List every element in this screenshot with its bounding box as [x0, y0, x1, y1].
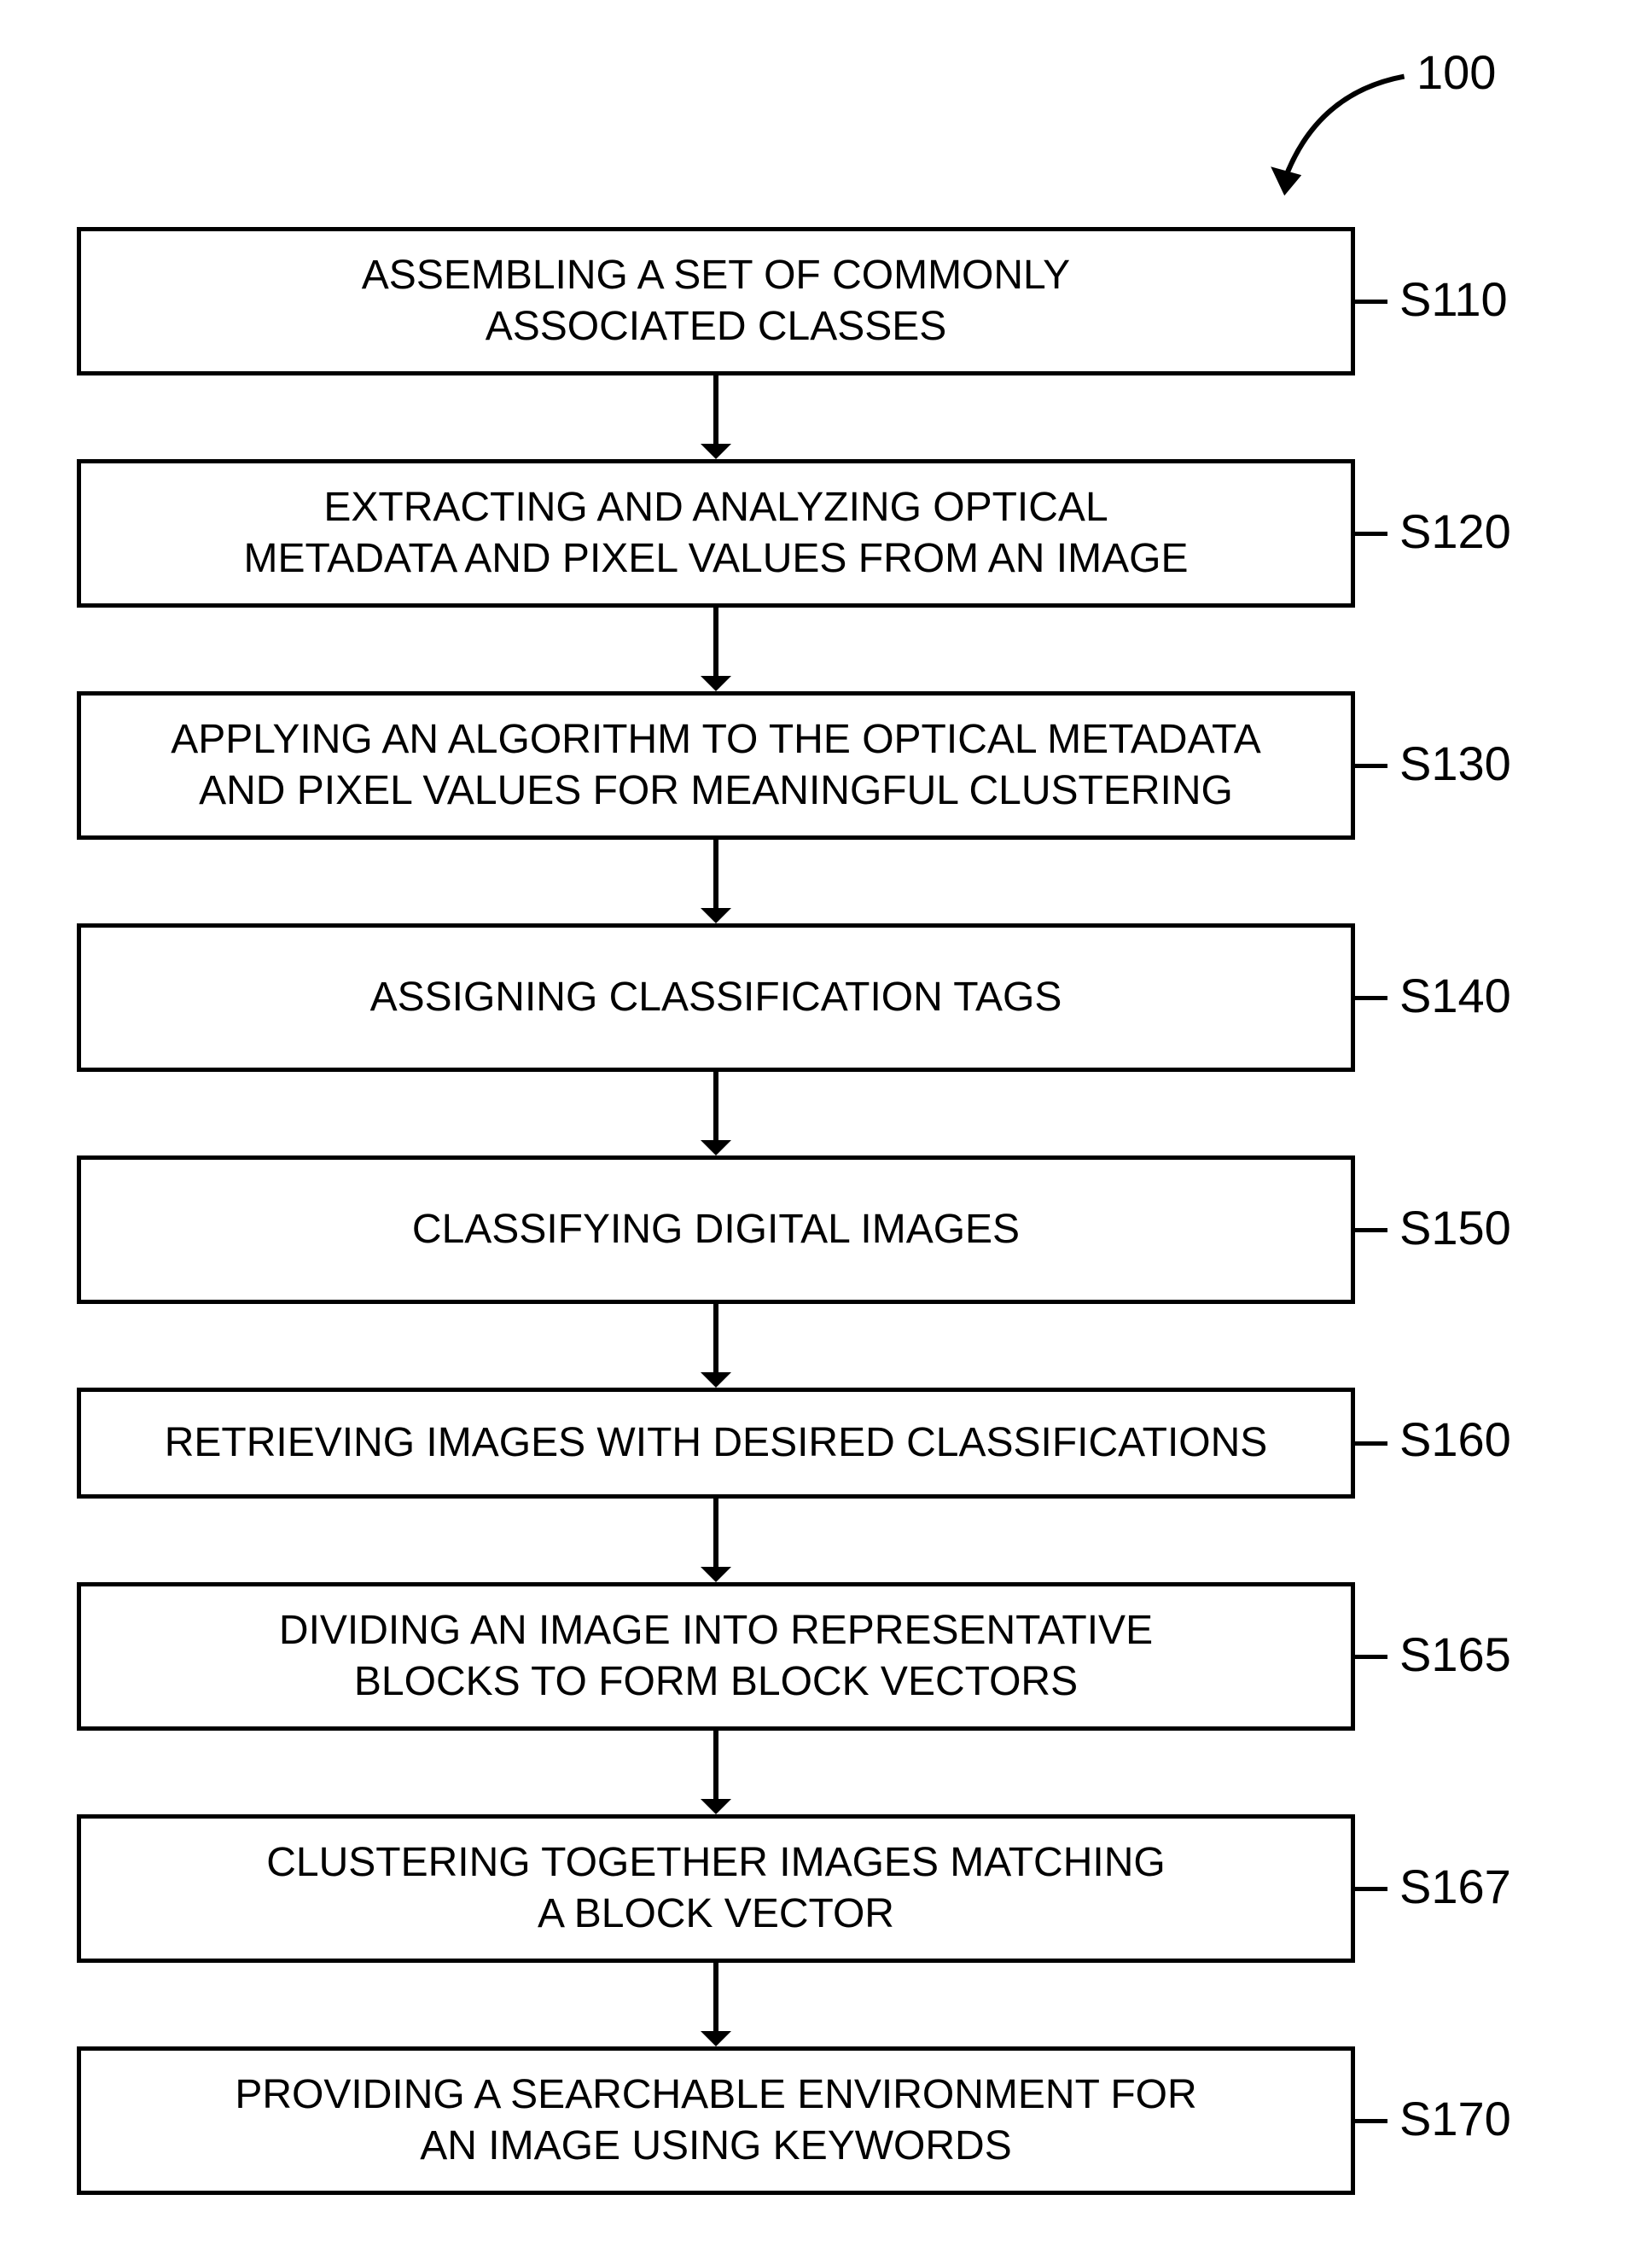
flow-arrow-line — [713, 840, 718, 908]
figure-number-label: 100 — [1416, 44, 1496, 100]
flow-arrow-line — [713, 1963, 718, 2031]
flowchart-step-box: ASSEMBLING A SET OF COMMONLY ASSOCIATED … — [77, 227, 1355, 375]
label-connector-tick — [1355, 1655, 1387, 1659]
flow-arrow-head — [701, 908, 731, 923]
step-text: APPLYING AN ALGORITHM TO THE OPTICAL MET… — [171, 714, 1261, 817]
label-connector-tick — [1355, 764, 1387, 768]
flowchart-container: 100 ASSEMBLING A SET OF COMMONLY ASSOCIAT… — [0, 0, 1652, 2241]
label-connector-tick — [1355, 1887, 1387, 1891]
step-id-label: S167 — [1399, 1859, 1511, 1914]
flowchart-step-box: CLASSIFYING DIGITAL IMAGES — [77, 1155, 1355, 1304]
step-id-label: S160 — [1399, 1412, 1511, 1467]
label-connector-tick — [1355, 300, 1387, 304]
step-id-label: S110 — [1399, 271, 1508, 327]
flow-arrow-line — [713, 1731, 718, 1799]
flow-arrow-line — [713, 1072, 718, 1140]
flow-arrow-head — [701, 1140, 731, 1155]
step-text: DIVIDING AN IMAGE INTO REPRESENTATIVE BL… — [279, 1605, 1153, 1708]
label-connector-tick — [1355, 1228, 1387, 1232]
step-text: EXTRACTING AND ANALYZING OPTICAL METADAT… — [244, 482, 1189, 585]
step-id-label: S140 — [1399, 968, 1511, 1023]
flow-arrow-line — [713, 375, 718, 444]
step-text: CLUSTERING TOGETHER IMAGES MATCHING A BL… — [266, 1837, 1165, 1940]
label-connector-tick — [1355, 996, 1387, 1000]
step-id-label: S170 — [1399, 2091, 1511, 2146]
flowchart-step-box: ASSIGNING CLASSIFICATION TAGS — [77, 923, 1355, 1072]
flow-arrow-head — [701, 1372, 731, 1388]
label-connector-tick — [1355, 532, 1387, 536]
step-text: PROVIDING A SEARCHABLE ENVIRONMENT FOR A… — [235, 2069, 1196, 2172]
step-text: ASSIGNING CLASSIFICATION TAGS — [370, 972, 1062, 1023]
flow-arrow-head — [701, 444, 731, 459]
step-text: ASSEMBLING A SET OF COMMONLY ASSOCIATED … — [362, 250, 1070, 352]
step-id-label: S130 — [1399, 736, 1511, 791]
step-id-label: S120 — [1399, 503, 1511, 559]
flowchart-step-box: PROVIDING A SEARCHABLE ENVIRONMENT FOR A… — [77, 2046, 1355, 2195]
flow-arrow-head — [701, 1567, 731, 1582]
flowchart-step-box: EXTRACTING AND ANALYZING OPTICAL METADAT… — [77, 459, 1355, 608]
step-text: CLASSIFYING DIGITAL IMAGES — [412, 1204, 1020, 1255]
flow-arrow-line — [713, 608, 718, 676]
flowchart-step-box: RETRIEVING IMAGES WITH DESIRED CLASSIFIC… — [77, 1388, 1355, 1499]
step-text: RETRIEVING IMAGES WITH DESIRED CLASSIFIC… — [165, 1417, 1268, 1469]
label-connector-tick — [1355, 1441, 1387, 1446]
flowchart-step-box: CLUSTERING TOGETHER IMAGES MATCHING A BL… — [77, 1814, 1355, 1963]
figure-pointer-arrow — [1263, 68, 1416, 205]
step-id-label: S165 — [1399, 1627, 1511, 1682]
flow-arrow-head — [701, 1799, 731, 1814]
flow-arrow-head — [701, 2031, 731, 2046]
step-id-label: S150 — [1399, 1200, 1511, 1255]
flowchart-step-box: APPLYING AN ALGORITHM TO THE OPTICAL MET… — [77, 691, 1355, 840]
flow-arrow-line — [713, 1499, 718, 1567]
flow-arrow-head — [701, 676, 731, 691]
flow-arrow-line — [713, 1304, 718, 1372]
label-connector-tick — [1355, 2119, 1387, 2123]
flowchart-step-box: DIVIDING AN IMAGE INTO REPRESENTATIVE BL… — [77, 1582, 1355, 1731]
